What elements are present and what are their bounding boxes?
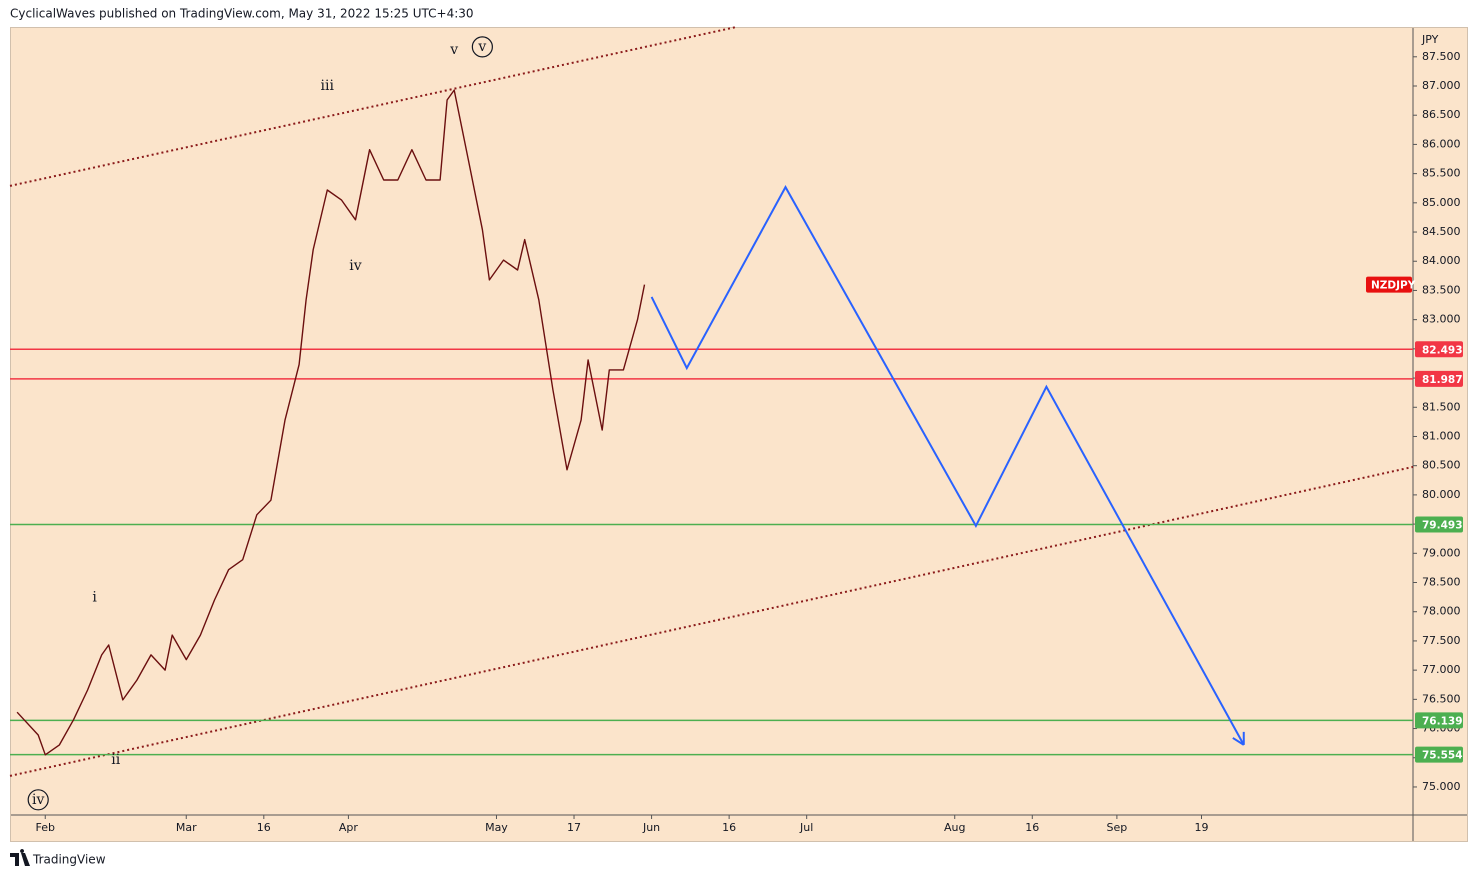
level-label: 81.987 xyxy=(1422,374,1463,386)
level-label: 79.493 xyxy=(1422,520,1463,532)
y-tick-label: 86.500 xyxy=(1422,108,1461,121)
x-tick-label: 17 xyxy=(567,821,581,834)
x-tick-label: 16 xyxy=(1025,821,1039,834)
x-tick-label: Jun xyxy=(642,821,660,834)
y-tick-label: 77.500 xyxy=(1422,634,1461,647)
level-label: 76.139 xyxy=(1422,715,1463,727)
wave-circle xyxy=(27,789,49,811)
logo-mark xyxy=(10,849,30,866)
trendline xyxy=(9,26,737,187)
projection-arrowhead xyxy=(1232,737,1245,746)
x-tick-label: Sep xyxy=(1107,821,1128,834)
y-tick-label: 84.500 xyxy=(1422,225,1461,238)
level-label: 82.493 xyxy=(1422,344,1463,356)
level-label-box xyxy=(1415,516,1463,533)
level-label-box xyxy=(1415,341,1463,358)
projection-line xyxy=(650,185,1245,746)
x-tick-label: 16 xyxy=(722,821,736,834)
y-tick-label: 83.000 xyxy=(1422,313,1461,326)
x-tick-label: 19 xyxy=(1194,821,1208,834)
y-tick-label: 84.000 xyxy=(1422,254,1461,267)
header: CyclicalWaves published on TradingView.c… xyxy=(10,7,474,21)
footer: TradingView xyxy=(32,853,106,867)
y-tick-label: 86.000 xyxy=(1422,137,1461,150)
wave-circle xyxy=(471,36,493,58)
y-tick-label: 78.000 xyxy=(1422,605,1461,618)
y-tick-label: 85.500 xyxy=(1422,167,1461,180)
symbol-label: NZDJPY xyxy=(1371,280,1416,292)
price-line xyxy=(16,89,646,756)
y-tick-label: 83.500 xyxy=(1422,283,1461,296)
y-tick-label: 81.500 xyxy=(1422,400,1461,413)
symbol-label-box xyxy=(1366,276,1412,293)
chart-background xyxy=(10,27,1468,842)
y-tick-label: 80.500 xyxy=(1422,459,1461,472)
y-tick-label: 81.000 xyxy=(1422,429,1461,442)
y-tick-label: 79.000 xyxy=(1422,546,1461,559)
level-label: 75.554 xyxy=(1422,750,1463,762)
tradingview-logo: TradingView xyxy=(10,849,106,867)
y-tick-label: 87.500 xyxy=(1422,50,1461,63)
y-tick-label: 80.000 xyxy=(1422,488,1461,501)
x-tick-label: Apr xyxy=(339,821,359,834)
x-tick-label: Aug xyxy=(944,821,965,834)
x-tick-label: Jul xyxy=(799,821,813,834)
level-label-box xyxy=(1415,370,1463,387)
wave-label: v xyxy=(449,42,458,58)
x-tick-label: Feb xyxy=(36,821,55,834)
y-tick-label: 78.500 xyxy=(1422,576,1461,589)
x-tick-label: 16 xyxy=(257,821,271,834)
wave-label: iv xyxy=(349,258,361,274)
wave-label: i xyxy=(92,590,97,606)
y-tick-label: 76.500 xyxy=(1422,692,1461,705)
y-tick-label: 87.000 xyxy=(1422,79,1461,92)
wave-label: iii xyxy=(321,78,335,94)
currency-label: JPY xyxy=(1421,33,1439,46)
chart-frame xyxy=(10,27,1468,842)
wave-label: v xyxy=(477,39,486,55)
y-tick-label: 77.000 xyxy=(1422,663,1461,676)
x-tick-label: May xyxy=(485,821,508,834)
level-label-box xyxy=(1415,746,1463,763)
level-label-box xyxy=(1415,712,1463,729)
y-tick-label: 75.000 xyxy=(1422,780,1461,793)
wave-label: ii xyxy=(111,752,120,768)
x-tick-label: Mar xyxy=(176,821,197,834)
y-tick-label: 85.000 xyxy=(1422,196,1461,209)
wave-label: iv xyxy=(32,792,44,808)
